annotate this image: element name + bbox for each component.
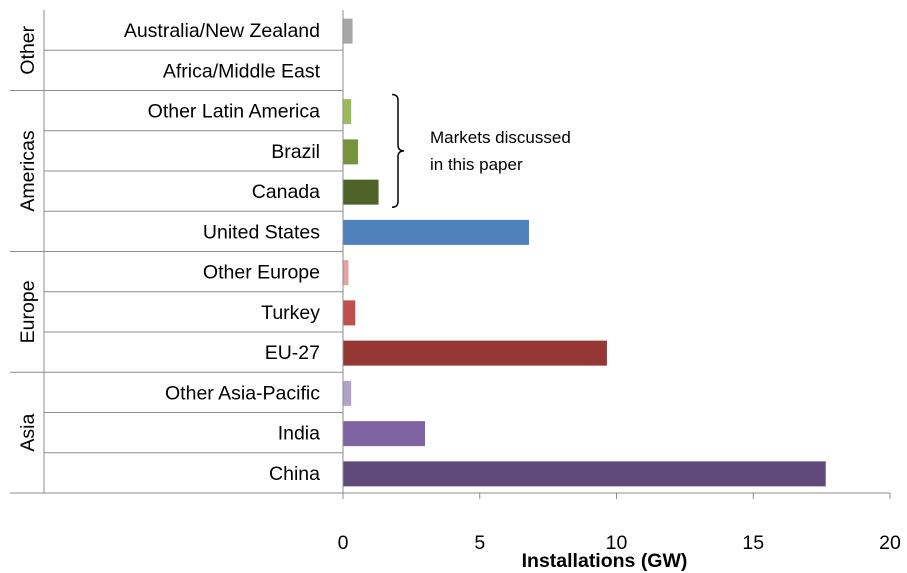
group-label-americas: Americas	[17, 130, 39, 212]
bar	[343, 219, 529, 245]
category-label: United States	[203, 221, 320, 243]
category-label: Canada	[252, 181, 320, 203]
x-tick-label: 15	[742, 532, 764, 554]
category-label: India	[278, 423, 320, 445]
category-label: EU-27	[265, 342, 320, 364]
category-label: Australia/New Zealand	[124, 20, 320, 42]
category-label: Turkey	[261, 302, 320, 324]
bar	[343, 300, 356, 326]
category-label: Other Asia-Pacific	[165, 382, 320, 404]
x-tick-label: 0	[338, 532, 349, 554]
group-label-europe: Europe	[17, 280, 39, 343]
category-label: Other Europe	[203, 262, 320, 284]
category-label: China	[269, 463, 320, 485]
group-label-asia: Asia	[17, 414, 39, 452]
category-label: Africa/Middle East	[163, 60, 321, 82]
x-tick-label: 10	[606, 532, 628, 554]
x-axis-title: Installations (GW)	[522, 550, 688, 572]
group-label-other: Other	[17, 25, 39, 74]
bar	[343, 179, 379, 205]
bar	[343, 380, 352, 406]
bar	[343, 421, 426, 447]
annotation-text: Markets discussed	[430, 128, 571, 147]
annotation-bracket	[391, 93, 405, 208]
x-tick-label: 20	[879, 532, 901, 554]
category-label: Other Latin America	[148, 101, 320, 123]
bar	[343, 340, 607, 366]
bar	[343, 139, 359, 165]
x-tick-label: 5	[474, 532, 485, 554]
bar	[343, 461, 826, 487]
bar	[343, 18, 353, 44]
category-label: Brazil	[271, 141, 320, 163]
bar	[343, 99, 352, 125]
annotation-text: in this paper	[430, 155, 523, 174]
bar	[343, 260, 349, 286]
